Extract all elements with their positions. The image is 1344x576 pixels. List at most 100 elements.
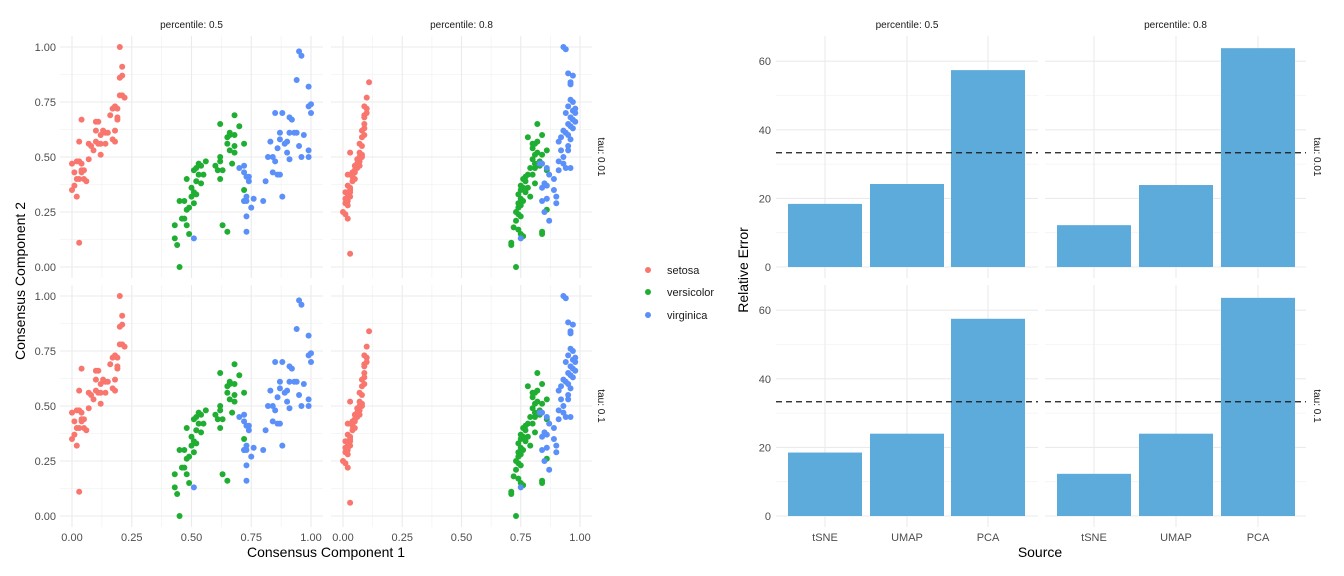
y-tick-label: 0 <box>765 262 771 274</box>
point-versicolor <box>529 171 536 178</box>
point-versicolor <box>188 184 195 191</box>
point-setosa <box>107 361 114 368</box>
point-virginica <box>264 403 271 409</box>
bar-pca <box>951 318 1025 516</box>
point-versicolor <box>522 422 529 429</box>
point-versicolor <box>529 156 536 163</box>
point-virginica <box>286 156 293 163</box>
y-tick-label: 1.00 <box>35 42 56 54</box>
point-virginica <box>565 381 572 387</box>
point-versicolor <box>531 409 538 416</box>
point-setosa <box>78 365 85 372</box>
point-setosa <box>102 389 109 396</box>
point-setosa <box>363 359 370 365</box>
point-versicolor <box>212 162 219 169</box>
point-versicolor <box>534 398 541 405</box>
bar-pca <box>1221 297 1295 516</box>
point-virginica <box>276 136 283 143</box>
point-virginica <box>565 147 572 154</box>
point-setosa <box>104 129 111 136</box>
x-tick-label: PCA <box>1247 532 1270 544</box>
legend-label-virginica: virginica <box>667 310 708 322</box>
point-setosa <box>356 403 363 409</box>
point-virginica <box>296 297 303 304</box>
point-virginica <box>245 173 252 180</box>
point-virginica <box>190 235 197 242</box>
point-versicolor <box>534 149 541 156</box>
point-versicolor <box>229 409 236 416</box>
point-versicolor <box>527 414 534 420</box>
point-virginica <box>279 193 286 200</box>
point-virginica <box>517 484 524 491</box>
point-versicolor <box>214 167 221 174</box>
point-versicolor <box>219 222 226 229</box>
point-versicolor <box>517 462 524 469</box>
point-versicolor <box>193 427 200 434</box>
point-versicolor <box>231 381 238 387</box>
point-versicolor <box>174 491 181 497</box>
point-versicolor <box>515 453 522 460</box>
point-setosa <box>69 160 75 167</box>
point-versicolor <box>524 433 531 440</box>
point-virginica <box>274 145 281 152</box>
point-versicolor <box>217 158 224 165</box>
point-versicolor <box>219 167 226 174</box>
point-versicolor <box>224 140 231 147</box>
point-versicolor <box>226 396 233 403</box>
point-versicolor <box>186 480 193 486</box>
y-tick-label: 0.00 <box>35 511 56 523</box>
point-virginica <box>555 167 562 174</box>
point-virginica <box>267 138 274 145</box>
point-virginica <box>190 484 197 491</box>
point-versicolor <box>200 420 207 427</box>
bar-umap <box>870 183 944 267</box>
point-setosa <box>97 151 104 158</box>
point-virginica <box>569 99 576 105</box>
point-versicolor <box>231 143 238 149</box>
point-setosa <box>361 132 368 138</box>
point-virginica <box>272 110 279 116</box>
point-setosa <box>69 436 75 442</box>
point-setosa <box>342 211 349 218</box>
y-tick-label: 0.75 <box>35 346 56 358</box>
point-virginica <box>539 160 546 167</box>
legend: setosa versicolor virginica <box>645 265 714 322</box>
point-setosa <box>349 427 356 434</box>
point-virginica <box>567 81 574 88</box>
point-versicolor <box>190 167 197 174</box>
point-virginica <box>553 449 560 456</box>
point-setosa <box>344 451 351 458</box>
point-setosa <box>358 127 365 134</box>
point-setosa <box>344 215 351 222</box>
point-virginica <box>562 110 569 116</box>
point-versicolor <box>515 226 522 233</box>
point-versicolor <box>241 140 248 147</box>
bar-panel-percentile-0-5-tau-0-01: 0 20 40 60 percentile: 0.5 <box>759 20 1038 278</box>
point-setosa <box>104 378 111 385</box>
x-tick-label: 1.00 <box>300 532 321 544</box>
point-versicolor <box>226 147 233 154</box>
point-versicolor <box>224 383 231 390</box>
legend-key-virginica <box>645 312 651 318</box>
legend-label-versicolor: versicolor <box>667 287 714 299</box>
point-versicolor <box>183 471 190 478</box>
point-virginica <box>281 140 288 147</box>
point-versicolor <box>531 160 538 167</box>
facet-strip-row: tau: 0.1 <box>1311 389 1322 423</box>
point-setosa <box>114 116 121 123</box>
bar-tsne <box>1057 225 1131 267</box>
point-virginica <box>541 209 548 215</box>
point-setosa <box>361 114 368 121</box>
point-virginica <box>305 332 312 339</box>
point-versicolor <box>522 173 529 180</box>
point-setosa <box>361 370 368 376</box>
point-virginica <box>308 359 314 365</box>
point-versicolor <box>181 447 188 453</box>
point-versicolor <box>183 206 190 213</box>
y-tick-label: 1.00 <box>35 291 56 303</box>
point-setosa <box>107 112 114 119</box>
point-versicolor <box>181 198 188 204</box>
point-versicolor <box>524 383 531 390</box>
point-virginica <box>250 195 257 202</box>
